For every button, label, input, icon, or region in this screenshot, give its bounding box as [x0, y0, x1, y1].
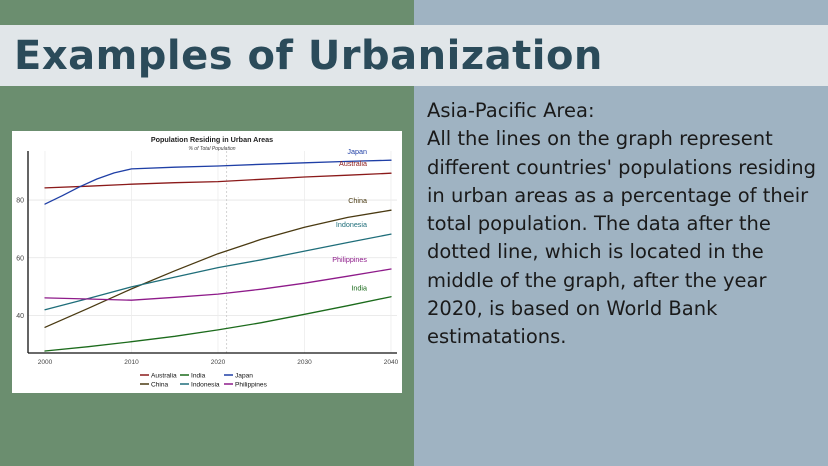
x-tick-label: 2040 — [384, 359, 399, 366]
urban-population-chart: Population Residing in Urban Areas % of … — [16, 135, 399, 388]
series-label-australia: Australia — [339, 159, 367, 168]
chart-title: Population Residing in Urban Areas — [151, 135, 273, 144]
series-label-japan: Japan — [347, 147, 367, 156]
series-line-indonesia — [44, 233, 392, 311]
chart-card: Population Residing in Urban Areas % of … — [12, 131, 402, 393]
legend-label-japan: Japan — [235, 372, 253, 379]
series-label-india: India — [351, 284, 367, 293]
series-line-india — [44, 296, 392, 352]
x-tick-label: 2020 — [211, 359, 226, 366]
series-line-australia — [44, 172, 392, 189]
x-tick-label: 2010 — [124, 359, 139, 366]
legend-label-indonesia: Indonesia — [191, 381, 220, 388]
chart-subtitle: % of Total Population — [188, 146, 235, 152]
text-body: All the lines on the graph represent dif… — [427, 127, 817, 349]
slide-title: Examples of Urbanization — [14, 33, 603, 79]
text-heading: Asia-Pacific Area: — [427, 99, 595, 122]
legend-label-china: China — [151, 381, 169, 388]
series-label-china: China — [348, 196, 367, 205]
x-tick-label: 2030 — [297, 359, 312, 366]
y-tick-label: 40 — [16, 313, 24, 320]
x-tick-label: 2000 — [38, 359, 53, 366]
series-line-japan — [44, 159, 392, 205]
series-line-china — [44, 209, 392, 328]
y-tick-label: 60 — [16, 255, 24, 262]
legend-label-australia: Australia — [151, 372, 177, 379]
legend-label-philippines: Philippines — [235, 381, 268, 388]
title-band — [0, 25, 828, 86]
series-label-philippines: Philippines — [332, 255, 367, 264]
series-label-indonesia: Indonesia — [336, 220, 367, 229]
y-tick-label: 80 — [16, 198, 24, 205]
legend-label-india: India — [191, 372, 206, 379]
series-line-philippines — [44, 268, 392, 301]
slide-text: Asia-Pacific Area: All the lines on the … — [427, 97, 823, 352]
